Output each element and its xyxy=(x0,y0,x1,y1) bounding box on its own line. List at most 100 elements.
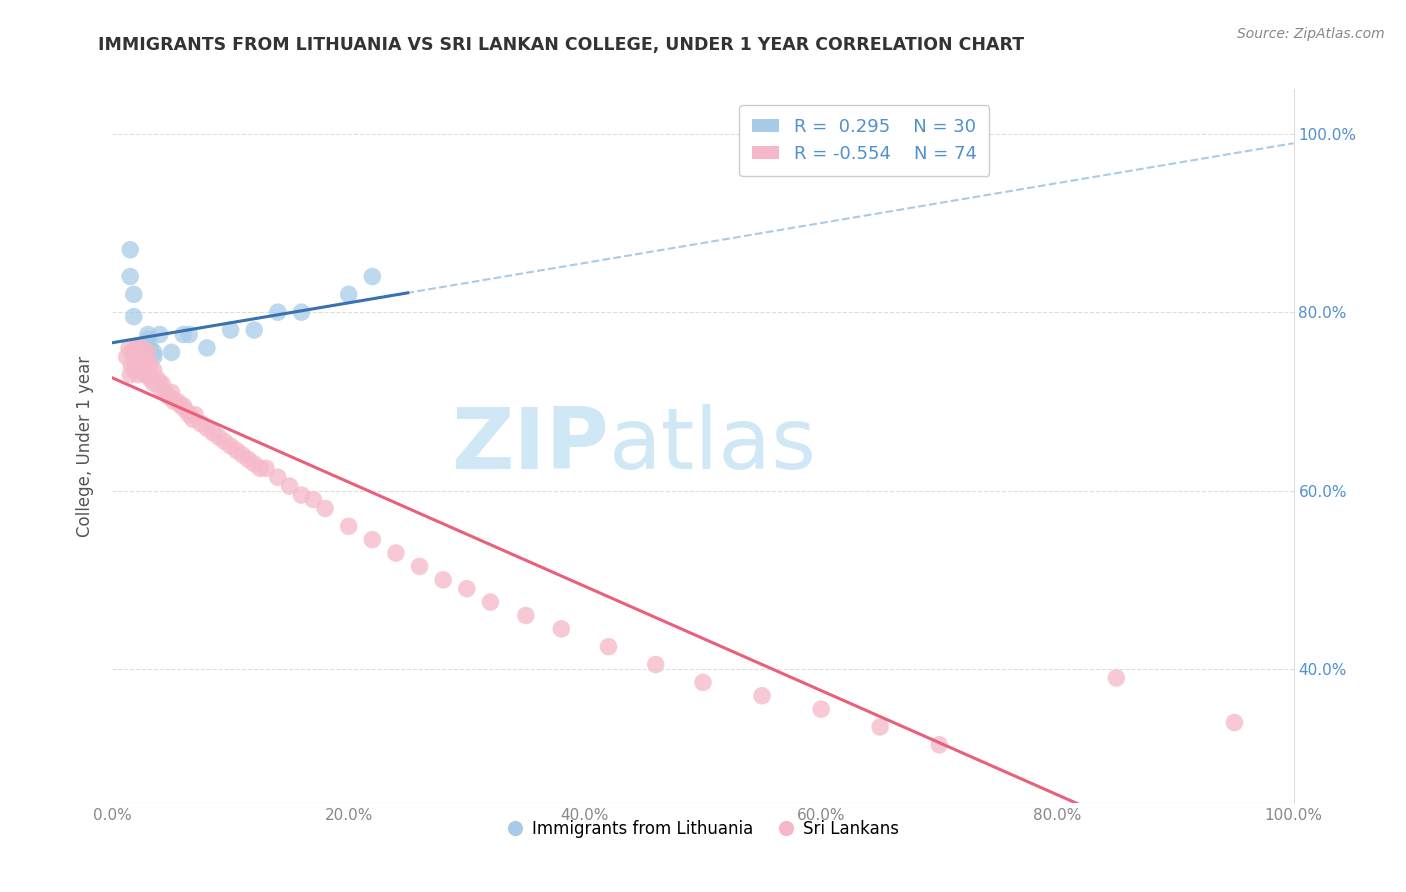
Point xyxy=(225,443,247,458)
Point xyxy=(644,657,666,672)
Point xyxy=(290,488,312,502)
Point xyxy=(125,341,148,355)
Point xyxy=(166,394,188,409)
Point xyxy=(131,363,153,377)
Point xyxy=(135,354,157,368)
Text: ZIP: ZIP xyxy=(451,404,609,488)
Point xyxy=(131,345,153,359)
Point xyxy=(127,341,149,355)
Point xyxy=(139,359,162,373)
Point xyxy=(131,341,153,355)
Y-axis label: College, Under 1 year: College, Under 1 year xyxy=(76,355,94,537)
Point xyxy=(146,372,169,386)
Point xyxy=(267,470,290,484)
Point xyxy=(120,368,142,382)
Point xyxy=(149,327,172,342)
Point xyxy=(190,417,212,431)
Point xyxy=(278,479,301,493)
Point xyxy=(122,350,145,364)
Point xyxy=(314,501,336,516)
Point xyxy=(172,327,194,342)
Point xyxy=(290,305,312,319)
Point xyxy=(122,363,145,377)
Point xyxy=(810,702,832,716)
Point xyxy=(254,461,277,475)
Point xyxy=(157,390,180,404)
Point xyxy=(179,327,201,342)
Point xyxy=(432,573,454,587)
Point xyxy=(1105,671,1128,685)
Point xyxy=(135,341,157,355)
Point xyxy=(1223,715,1246,730)
Point xyxy=(479,595,502,609)
Point xyxy=(337,519,360,533)
Point xyxy=(135,368,157,382)
Point xyxy=(928,738,950,752)
Point xyxy=(142,350,165,364)
Point xyxy=(160,385,183,400)
Point xyxy=(267,305,290,319)
Point xyxy=(136,341,159,355)
Point xyxy=(150,376,173,391)
Point xyxy=(361,533,384,547)
Point xyxy=(163,394,186,409)
Point xyxy=(155,385,177,400)
Point xyxy=(149,381,172,395)
Text: IMMIGRANTS FROM LITHUANIA VS SRI LANKAN COLLEGE, UNDER 1 YEAR CORRELATION CHART: IMMIGRANTS FROM LITHUANIA VS SRI LANKAN … xyxy=(98,36,1025,54)
Point xyxy=(550,622,572,636)
Point xyxy=(142,376,165,391)
Point xyxy=(120,345,142,359)
Point xyxy=(127,368,149,382)
Point xyxy=(195,341,218,355)
Point xyxy=(160,345,183,359)
Point xyxy=(149,376,172,391)
Point xyxy=(127,354,149,368)
Point xyxy=(219,323,242,337)
Point xyxy=(456,582,478,596)
Point xyxy=(135,345,157,359)
Point xyxy=(142,345,165,359)
Point xyxy=(136,332,159,346)
Point xyxy=(408,559,430,574)
Point xyxy=(337,287,360,301)
Point xyxy=(118,341,141,355)
Text: Source: ZipAtlas.com: Source: ZipAtlas.com xyxy=(1237,27,1385,41)
Point xyxy=(136,368,159,382)
Point xyxy=(869,720,891,734)
Point xyxy=(122,287,145,301)
Point xyxy=(125,359,148,373)
Point xyxy=(751,689,773,703)
Point xyxy=(692,675,714,690)
Point xyxy=(122,310,145,324)
Point xyxy=(127,345,149,359)
Point xyxy=(219,439,242,453)
Point xyxy=(120,243,142,257)
Point xyxy=(139,372,162,386)
Point xyxy=(179,408,201,422)
Point xyxy=(249,461,271,475)
Point xyxy=(115,350,138,364)
Point xyxy=(385,546,408,560)
Point xyxy=(184,408,207,422)
Point xyxy=(231,448,253,462)
Point xyxy=(131,345,153,359)
Point xyxy=(170,399,193,413)
Text: atlas: atlas xyxy=(609,404,817,488)
Point xyxy=(243,457,266,471)
Point xyxy=(136,327,159,342)
Point xyxy=(201,425,224,440)
Point xyxy=(181,412,204,426)
Point xyxy=(136,354,159,368)
Point xyxy=(238,452,260,467)
Point xyxy=(208,430,231,444)
Point xyxy=(125,345,148,359)
Point xyxy=(243,323,266,337)
Point xyxy=(125,341,148,355)
Point xyxy=(361,269,384,284)
Point xyxy=(131,350,153,364)
Point xyxy=(120,359,142,373)
Point xyxy=(127,350,149,364)
Point xyxy=(139,341,162,355)
Point xyxy=(142,363,165,377)
Point xyxy=(214,434,236,449)
